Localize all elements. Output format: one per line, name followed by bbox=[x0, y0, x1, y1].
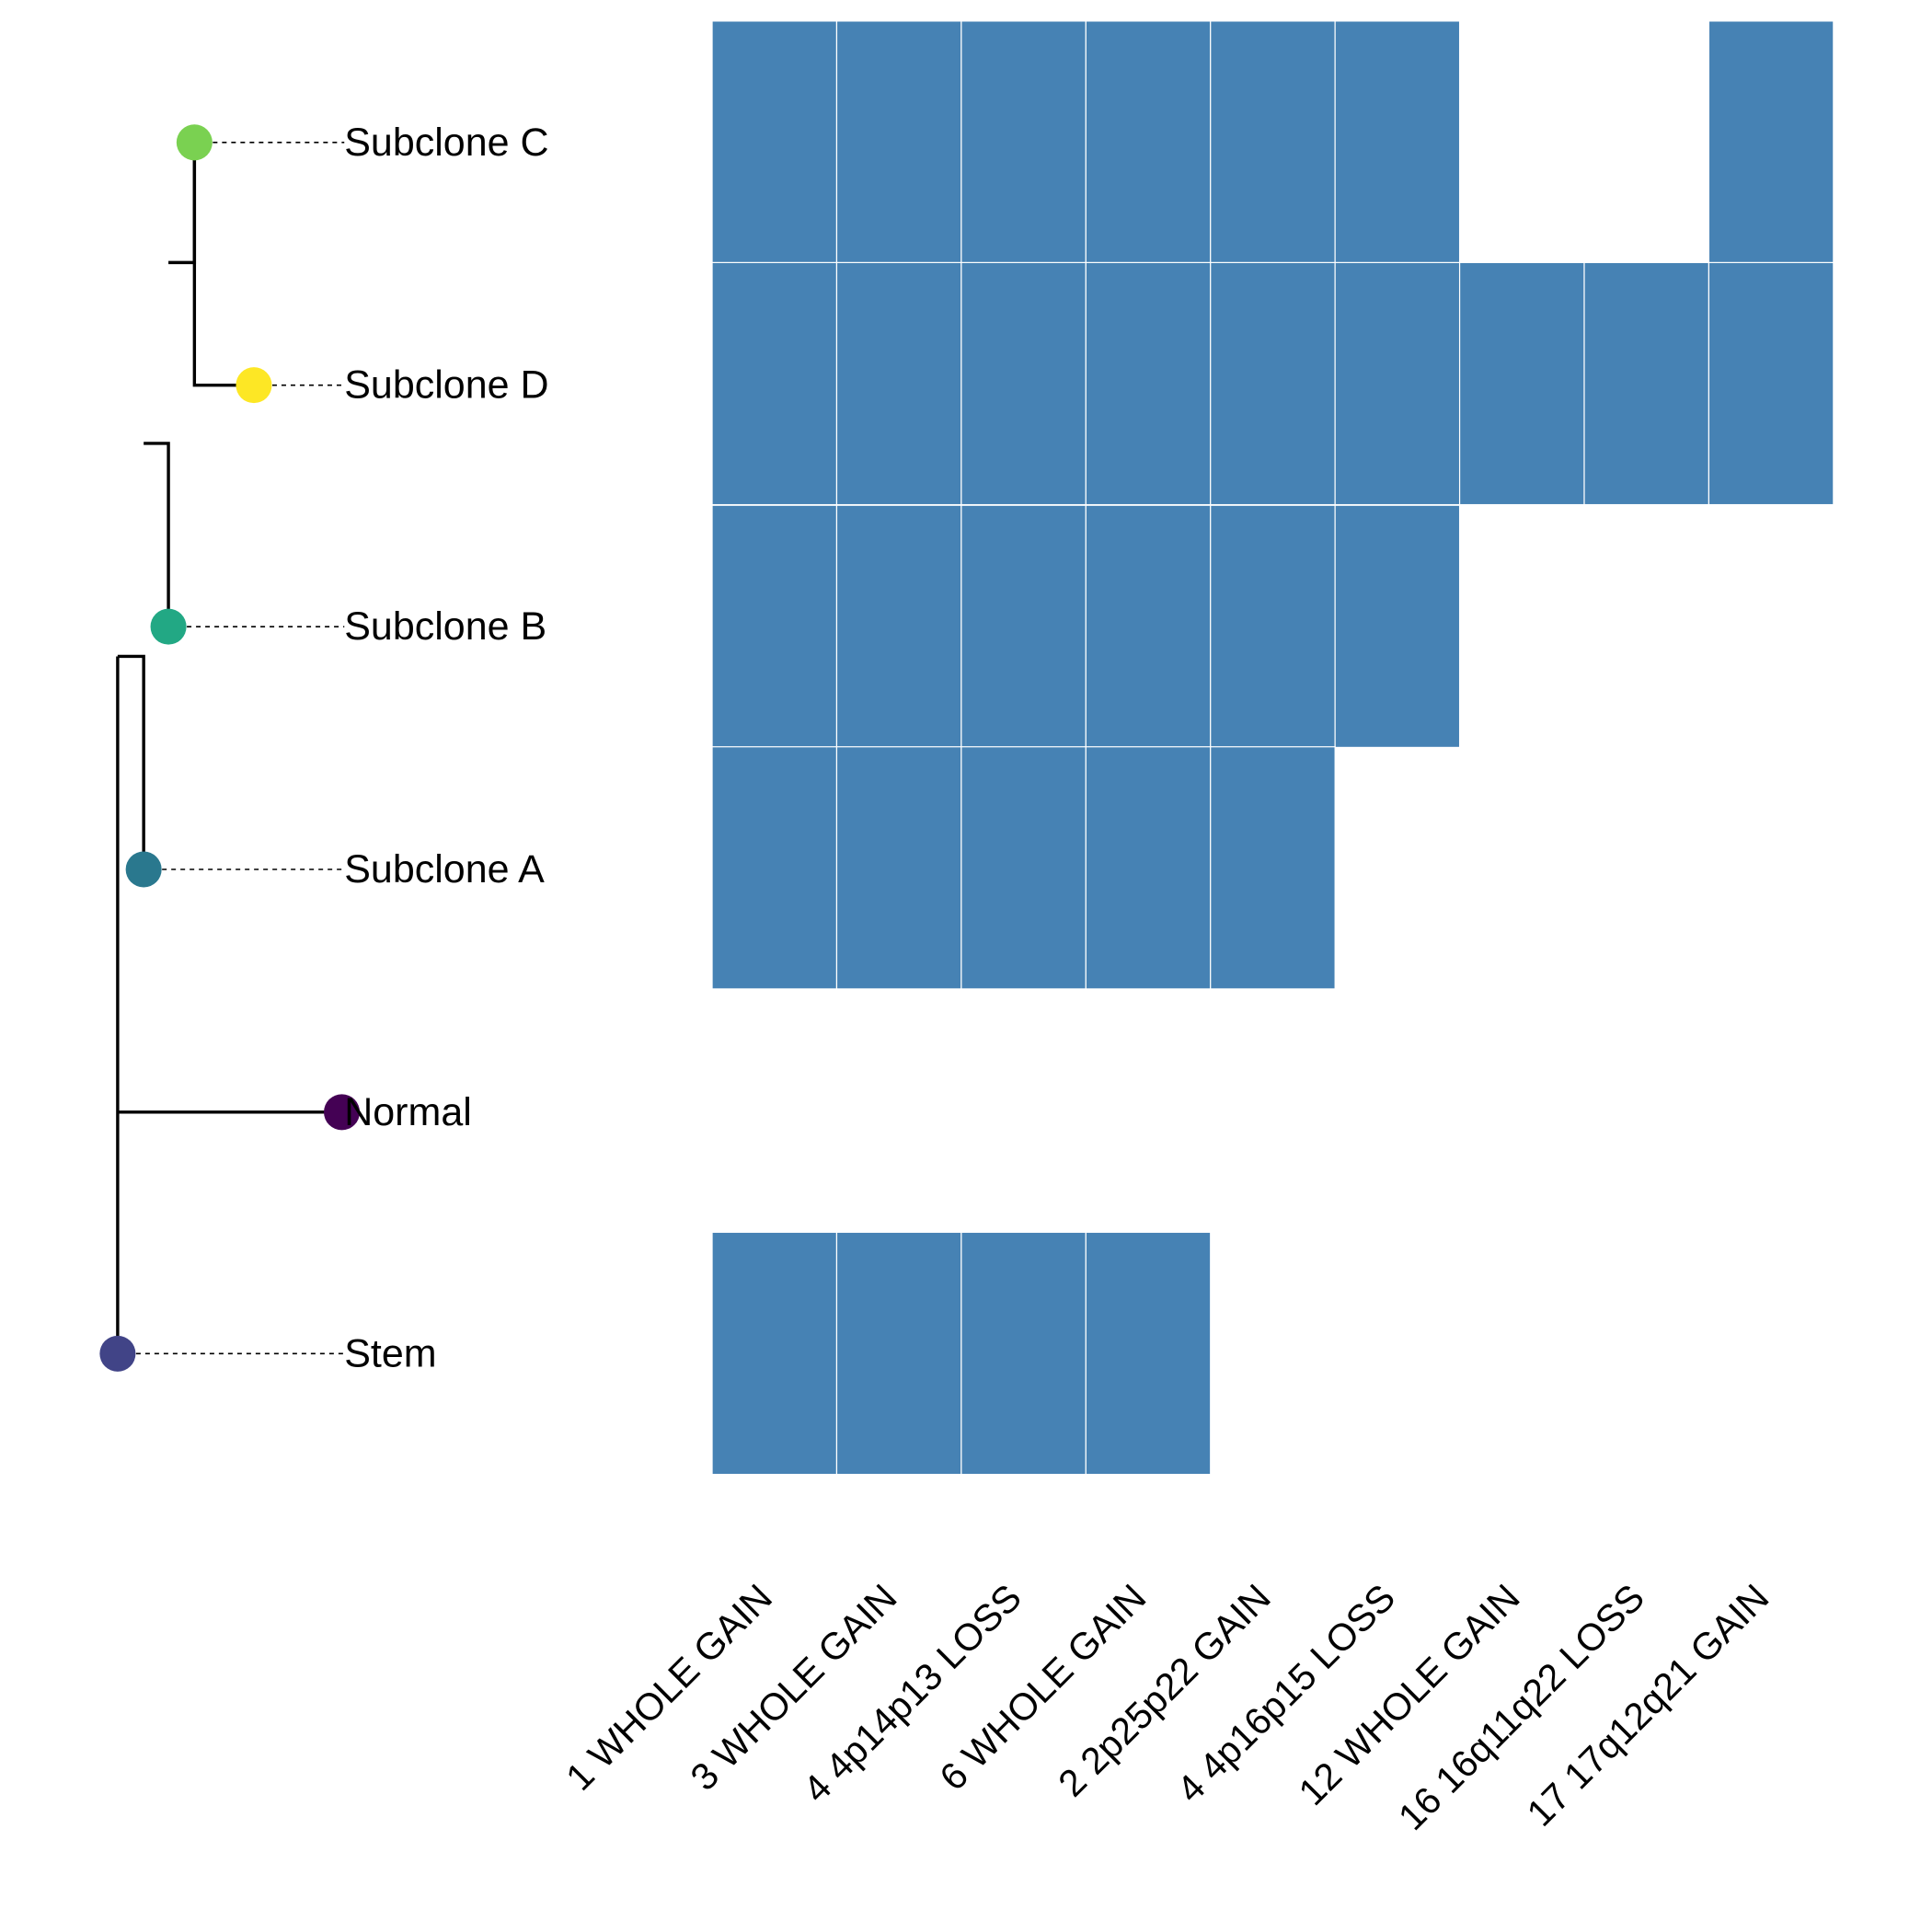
heatmap-cell-subclone-b-4-4p16p15-loss bbox=[1334, 504, 1461, 749]
heatmap-cell-subclone-d-3-whole-gain bbox=[835, 261, 962, 506]
column-label-4-4p16p15-loss: 4 4p16p15 LOSS bbox=[1168, 1576, 1403, 1811]
leaf-label-subclone-a: Subclone A bbox=[344, 847, 545, 891]
heatmap-cell-stem-4-4p14p13-loss bbox=[960, 1231, 1087, 1476]
tree-node-subclone-c bbox=[176, 124, 213, 161]
heatmap-cell-subclone-c-4-4p16p15-loss bbox=[1334, 20, 1461, 264]
heatmap-cell-subclone-d-16-16q11q22-loss bbox=[1583, 261, 1710, 506]
heatmap-cell-subclone-a-6-whole-gain bbox=[1085, 746, 1212, 990]
heatmap-cell-subclone-a-4-4p14p13-loss bbox=[960, 746, 1087, 990]
heatmap-cell-subclone-c-4-4p14p13-loss bbox=[960, 20, 1087, 264]
heatmap-cell-subclone-d-12-whole-gain bbox=[1458, 261, 1585, 506]
tree-node-subclone-b bbox=[150, 608, 187, 645]
heatmap-cell-subclone-d-17-17q12q21-gain bbox=[1708, 261, 1834, 506]
heatmap-cell-subclone-a-2-2p25p22-gain bbox=[1210, 746, 1336, 990]
heatmap-cell-subclone-b-2-2p25p22-gain bbox=[1210, 504, 1336, 749]
leaf-label-stem: Stem bbox=[344, 1331, 436, 1375]
heatmap-cell-subclone-b-6-whole-gain bbox=[1085, 504, 1212, 749]
tree-node-stem bbox=[99, 1335, 136, 1372]
heatmap-cell-stem-6-whole-gain bbox=[1085, 1231, 1212, 1476]
tree-node-subclone-a bbox=[125, 851, 162, 888]
leaf-label-normal: Normal bbox=[344, 1090, 472, 1134]
tree-node-subclone-d bbox=[236, 367, 272, 404]
column-label-17-17q12q21-gain: 17 17q12q21 GAIN bbox=[1519, 1576, 1777, 1834]
column-label-2-2p25p22-gain: 2 2p25p22 GAIN bbox=[1050, 1576, 1279, 1805]
heatmap-cell-subclone-c-17-17q12q21-gain bbox=[1708, 20, 1834, 264]
leaf-label-subclone-c: Subclone C bbox=[344, 121, 548, 165]
heatmap-cell-subclone-b-3-whole-gain bbox=[835, 504, 962, 749]
heatmap-cell-subclone-c-2-2p25p22-gain bbox=[1210, 20, 1336, 264]
column-label-12-whole-gain: 12 WHOLE GAIN bbox=[1291, 1576, 1528, 1813]
heatmap-cell-stem-1-whole-gain bbox=[711, 1231, 838, 1476]
heatmap-cell-stem-3-whole-gain bbox=[835, 1231, 962, 1476]
heatmap-cell-subclone-d-1-whole-gain bbox=[711, 261, 838, 506]
heatmap-cell-subclone-c-6-whole-gain bbox=[1085, 20, 1212, 264]
tree-edge-stem-to-subclone-a bbox=[117, 654, 145, 869]
column-label-1-whole-gain: 1 WHOLE GAIN bbox=[558, 1576, 780, 1799]
heatmap-cell-subclone-b-4-4p14p13-loss bbox=[960, 504, 1087, 749]
tree-node-normal bbox=[324, 1094, 361, 1131]
heatmap-cell-subclone-c-1-whole-gain bbox=[711, 20, 838, 264]
heatmap-cell-subclone-b-1-whole-gain bbox=[711, 504, 838, 749]
heatmap-cell-subclone-d-6-whole-gain bbox=[1085, 261, 1212, 506]
column-label-4-4p14p13-loss: 4 4p14p13 LOSS bbox=[795, 1576, 1029, 1811]
leaf-label-subclone-b: Subclone B bbox=[344, 604, 546, 649]
column-label-16-16q11q22-loss: 16 16q11q22 LOSS bbox=[1390, 1576, 1652, 1838]
tree-edge-subclone-b-to-subclone-c bbox=[168, 142, 197, 265]
heatmap-cell-subclone-d-4-4p14p13-loss bbox=[960, 261, 1087, 506]
column-label-6-whole-gain: 6 WHOLE GAIN bbox=[931, 1576, 1154, 1799]
heatmap-cell-subclone-d-4-4p16p15-loss bbox=[1334, 261, 1461, 506]
event-heatmap bbox=[711, 20, 1834, 1476]
heatmap-cell-subclone-a-1-whole-gain bbox=[711, 746, 838, 990]
heatmap-cell-subclone-a-3-whole-gain bbox=[835, 746, 962, 990]
column-label-3-whole-gain: 3 WHOLE GAIN bbox=[683, 1576, 905, 1799]
leaf-label-subclone-d: Subclone D bbox=[344, 363, 548, 408]
tree-edge-subclone-c-to-subclone-d bbox=[192, 142, 254, 387]
phylogenetic-tree: Subclone C Subclone D Subclone B Subclone A… bbox=[99, 121, 549, 1375]
tree-edge-subclone-a-to-subclone-b bbox=[144, 442, 170, 627]
heatmap-cell-subclone-d-2-2p25p22-gain bbox=[1210, 261, 1336, 506]
heatmap-cell-subclone-c-3-whole-gain bbox=[835, 20, 962, 264]
